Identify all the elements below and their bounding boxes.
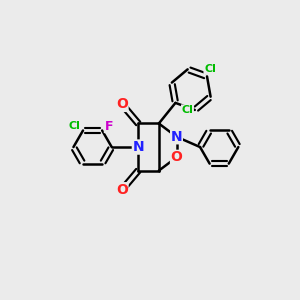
Text: O: O <box>171 150 182 164</box>
Text: O: O <box>116 98 128 111</box>
Text: O: O <box>116 183 128 197</box>
Text: Cl: Cl <box>204 64 216 74</box>
Text: Cl: Cl <box>182 105 194 115</box>
Text: N: N <box>132 140 144 154</box>
Text: Cl: Cl <box>68 121 80 131</box>
Text: N: N <box>171 130 182 144</box>
Text: F: F <box>104 120 113 133</box>
